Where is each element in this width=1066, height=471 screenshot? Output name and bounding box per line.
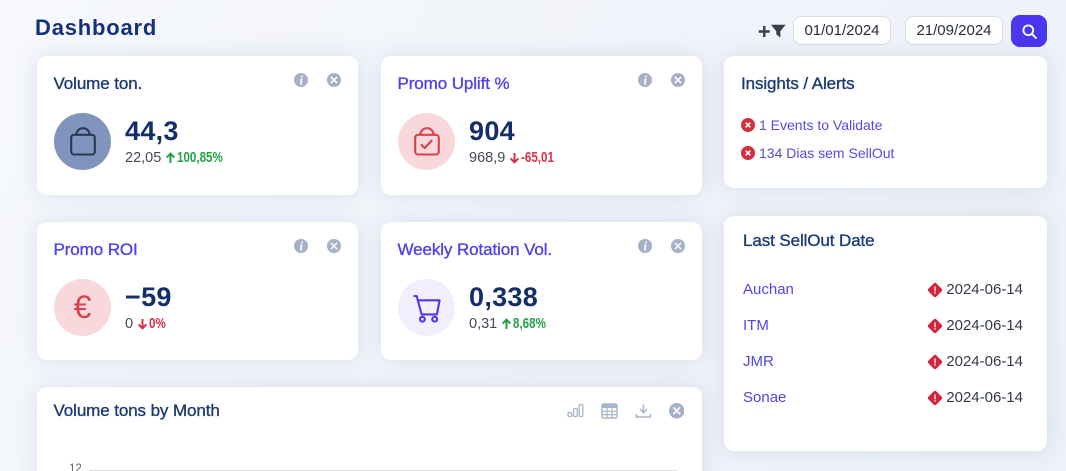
svg-text:i: i bbox=[299, 240, 303, 253]
svg-text:!: ! bbox=[934, 285, 937, 296]
svg-text:!: ! bbox=[934, 321, 937, 332]
svg-text:i: i bbox=[643, 74, 647, 87]
svg-text:!: ! bbox=[934, 357, 937, 368]
svg-text:!: ! bbox=[934, 393, 937, 404]
svg-text:i: i bbox=[299, 74, 303, 87]
svg-text:i: i bbox=[643, 240, 647, 253]
